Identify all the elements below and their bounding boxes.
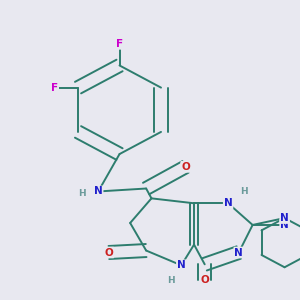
Text: N: N <box>280 220 289 230</box>
Text: H: H <box>78 189 86 198</box>
Text: H: H <box>167 276 174 285</box>
Text: O: O <box>104 248 113 257</box>
Text: F: F <box>116 39 123 49</box>
Text: N: N <box>280 213 289 223</box>
Text: N: N <box>234 248 243 257</box>
Text: N: N <box>94 187 103 196</box>
Text: O: O <box>181 162 190 172</box>
Text: H: H <box>240 187 248 196</box>
Text: O: O <box>200 275 209 285</box>
Text: F: F <box>51 82 58 93</box>
Text: N: N <box>224 198 233 208</box>
Text: N: N <box>177 260 186 270</box>
